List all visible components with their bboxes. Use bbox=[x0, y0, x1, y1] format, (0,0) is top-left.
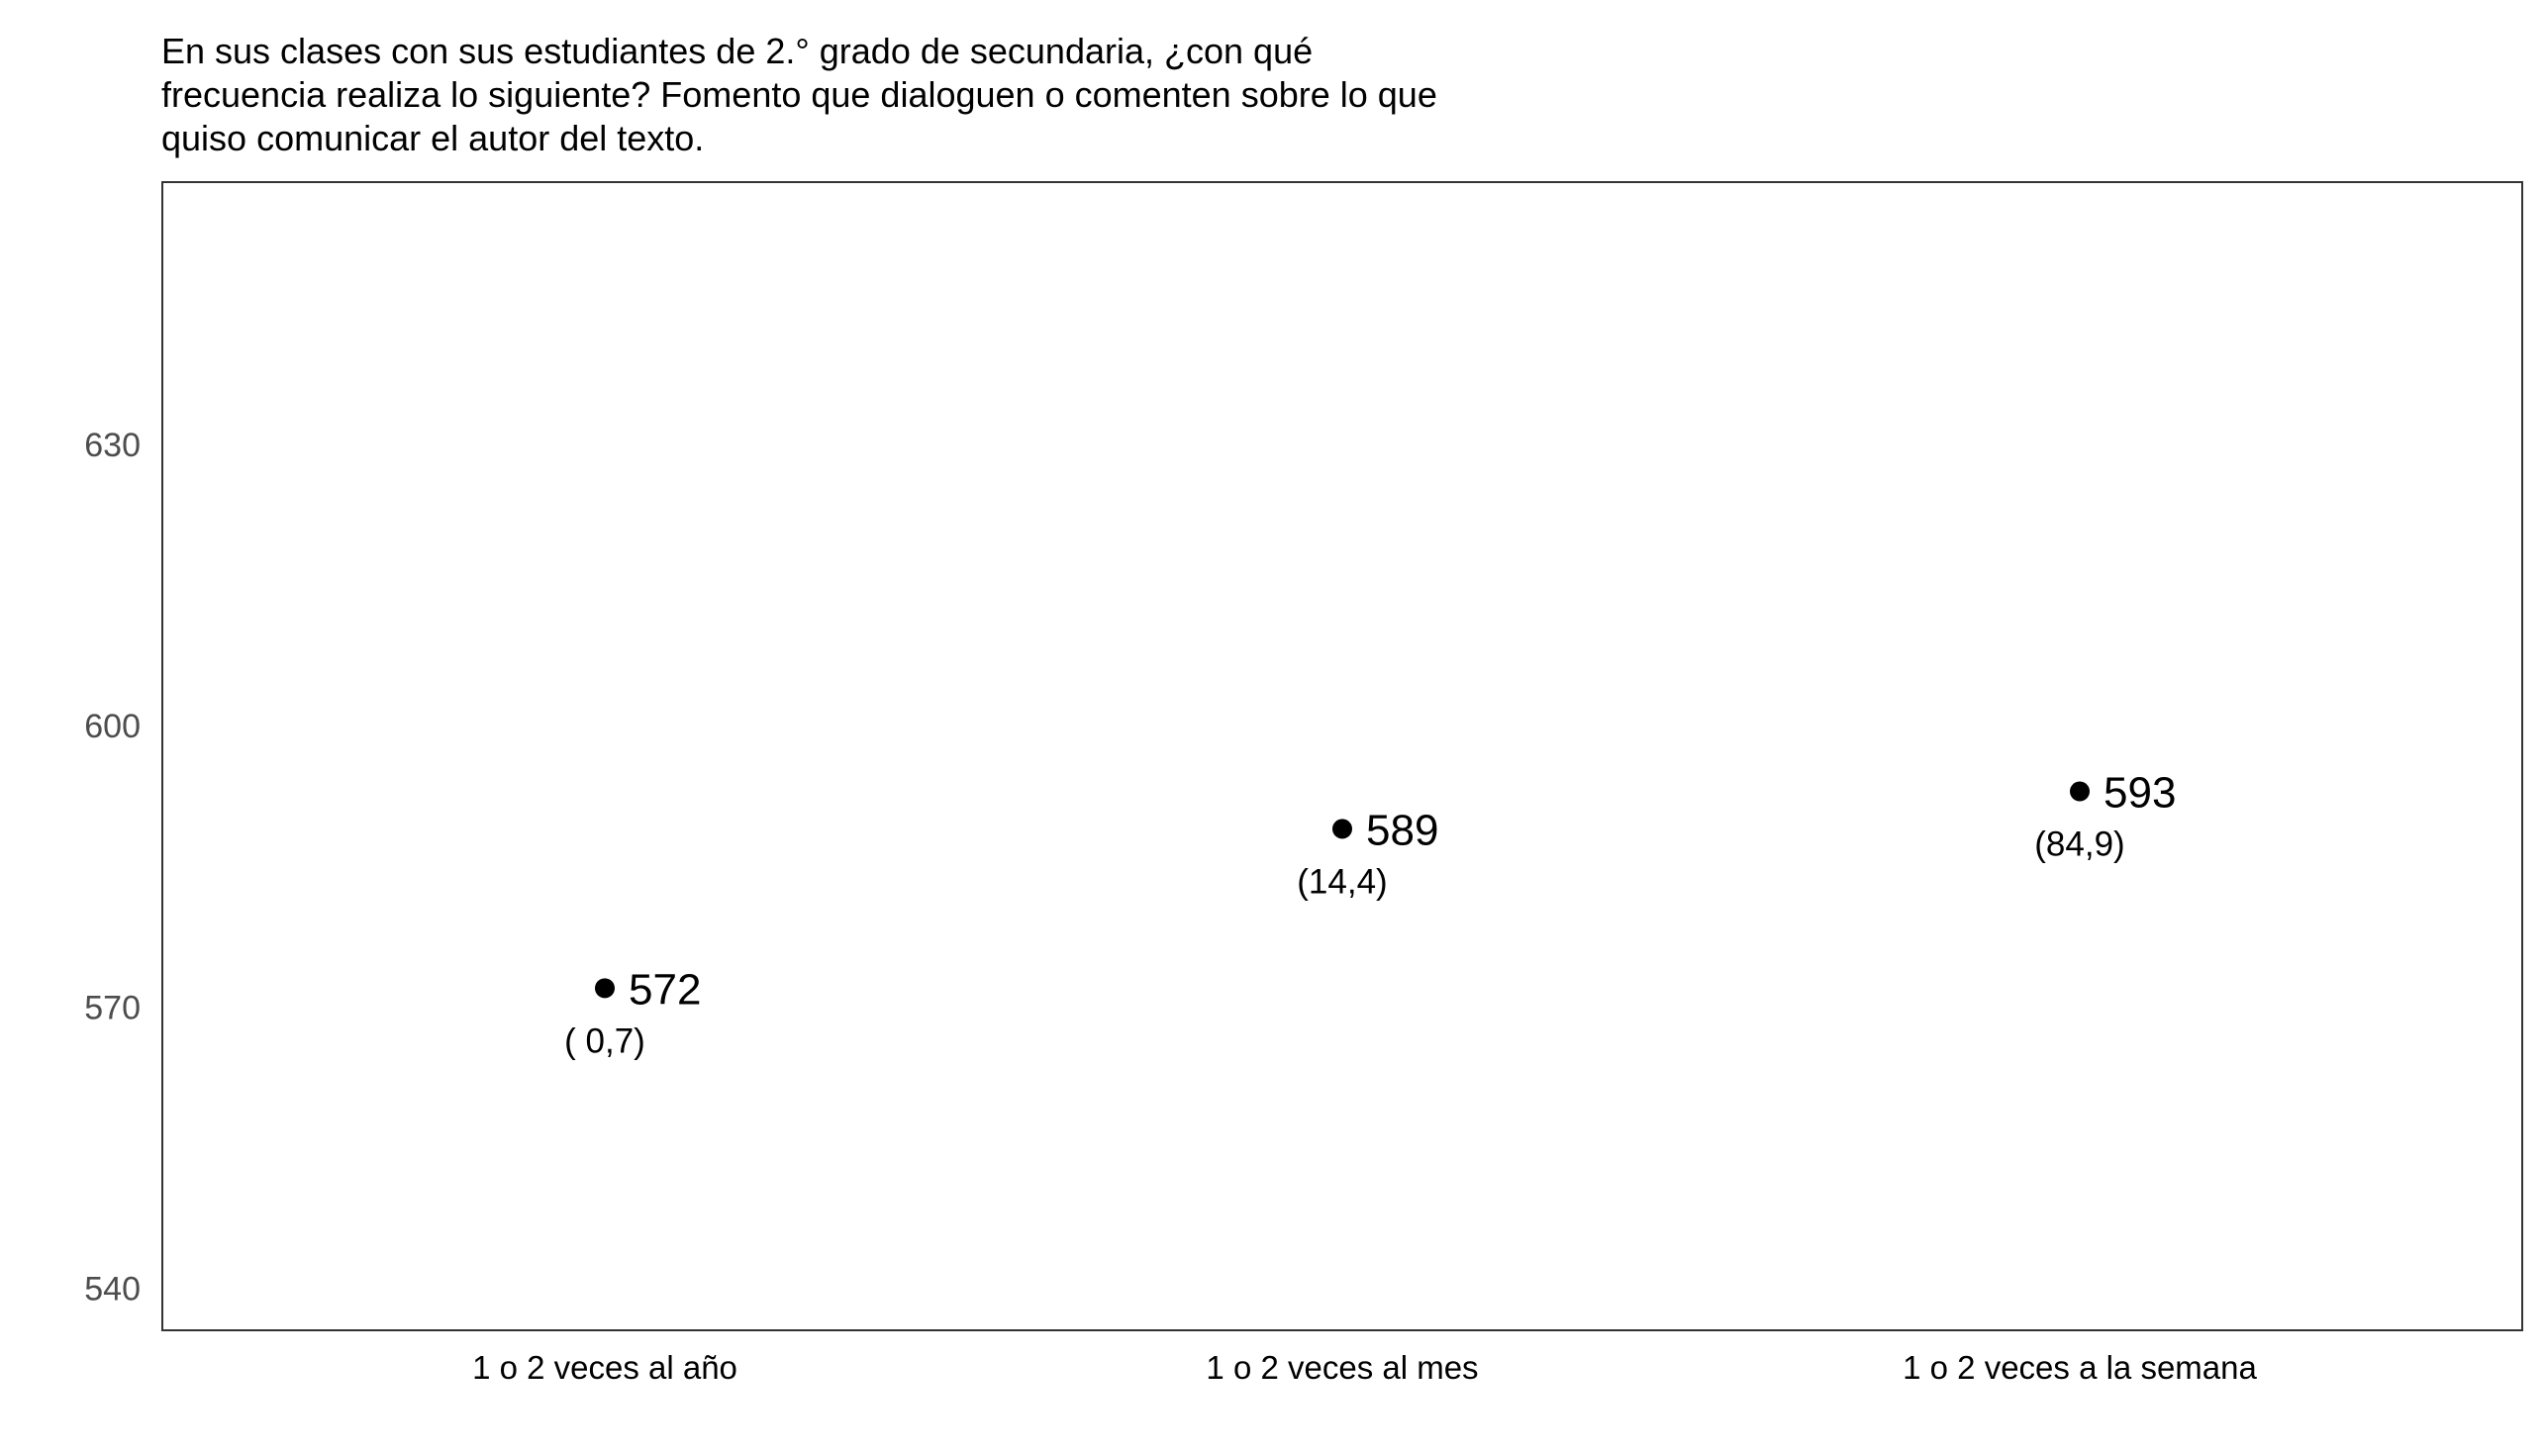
data-point bbox=[1332, 819, 1352, 839]
data-point bbox=[595, 978, 615, 999]
y-tick-label: 630 bbox=[84, 427, 141, 464]
y-tick-label: 540 bbox=[84, 1270, 141, 1308]
chart-title-line-2: frecuencia realiza lo siguiente? Fomento… bbox=[161, 74, 1437, 115]
chart-title: En sus clases con sus estudiantes de 2.°… bbox=[161, 31, 1437, 158]
y-tick-label: 600 bbox=[84, 708, 141, 745]
plot-panel-border bbox=[161, 181, 2523, 1331]
data-label-value: 572 bbox=[629, 965, 701, 1014]
data-label-percent: ( 0,7) bbox=[564, 1021, 645, 1060]
data-points: 572 ( 0,7) 589 (14,4) 593 (84,9) bbox=[564, 769, 2176, 1061]
x-tick-label: 1 o 2 veces al mes bbox=[1206, 1349, 1478, 1386]
data-label-value: 589 bbox=[1366, 806, 1438, 854]
y-axis: 540 570 600 630 bbox=[84, 427, 141, 1308]
data-label-value: 593 bbox=[2104, 769, 2176, 818]
chart-title-line-1: En sus clases con sus estudiantes de 2.°… bbox=[161, 31, 1313, 71]
chart-title-line-3: quiso comunicar el autor del texto. bbox=[161, 118, 704, 158]
data-label-percent: (84,9) bbox=[2034, 825, 2124, 864]
x-tick-label: 1 o 2 veces a la semana bbox=[1903, 1349, 2257, 1386]
data-point bbox=[2070, 781, 2090, 802]
y-tick-label: 570 bbox=[84, 989, 141, 1026]
x-tick-label: 1 o 2 veces al año bbox=[472, 1349, 737, 1386]
data-label-percent: (14,4) bbox=[1297, 862, 1387, 901]
x-axis: 1 o 2 veces al año 1 o 2 veces al mes 1 o … bbox=[472, 1349, 2257, 1386]
